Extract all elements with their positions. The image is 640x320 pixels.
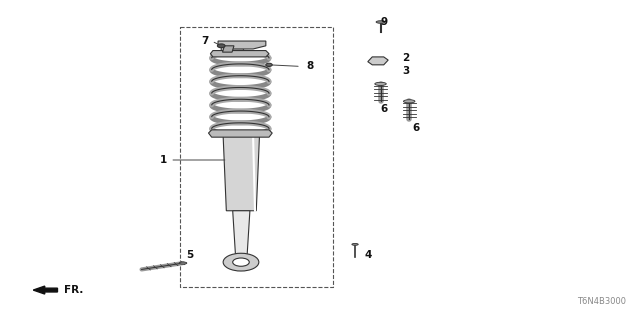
Ellipse shape <box>352 244 358 245</box>
Ellipse shape <box>403 100 415 103</box>
Polygon shape <box>211 51 269 57</box>
Text: 2: 2 <box>403 53 410 63</box>
Ellipse shape <box>233 258 249 266</box>
Ellipse shape <box>376 21 385 23</box>
Text: FR.: FR. <box>64 285 83 295</box>
Ellipse shape <box>266 63 272 67</box>
Text: 9: 9 <box>380 17 387 27</box>
Polygon shape <box>218 41 266 49</box>
Text: T6N4B3000: T6N4B3000 <box>577 297 626 306</box>
Polygon shape <box>209 130 272 137</box>
Ellipse shape <box>375 82 387 85</box>
Polygon shape <box>233 211 250 261</box>
Text: 1: 1 <box>160 155 168 165</box>
Text: 6: 6 <box>412 123 419 133</box>
Text: 6: 6 <box>380 104 387 114</box>
Ellipse shape <box>179 262 187 264</box>
Text: 4: 4 <box>364 250 371 260</box>
Polygon shape <box>368 57 388 65</box>
Text: 5: 5 <box>186 250 193 260</box>
Text: 3: 3 <box>403 66 410 76</box>
Ellipse shape <box>218 44 225 48</box>
Ellipse shape <box>223 253 259 271</box>
Polygon shape <box>223 46 234 52</box>
Text: 8: 8 <box>307 61 314 71</box>
FancyArrow shape <box>33 286 58 294</box>
Polygon shape <box>223 136 259 211</box>
Polygon shape <box>221 43 244 55</box>
Text: 7: 7 <box>202 36 209 46</box>
